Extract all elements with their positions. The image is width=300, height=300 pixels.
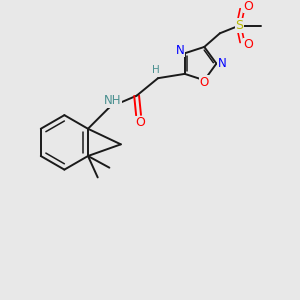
Text: S: S: [235, 19, 243, 32]
Text: NH: NH: [103, 94, 121, 107]
Text: H: H: [152, 65, 160, 75]
Text: O: O: [243, 0, 253, 13]
Text: O: O: [243, 38, 253, 52]
Text: N: N: [218, 57, 226, 70]
Text: N: N: [176, 44, 184, 57]
Text: O: O: [200, 76, 209, 89]
Text: O: O: [136, 116, 146, 129]
